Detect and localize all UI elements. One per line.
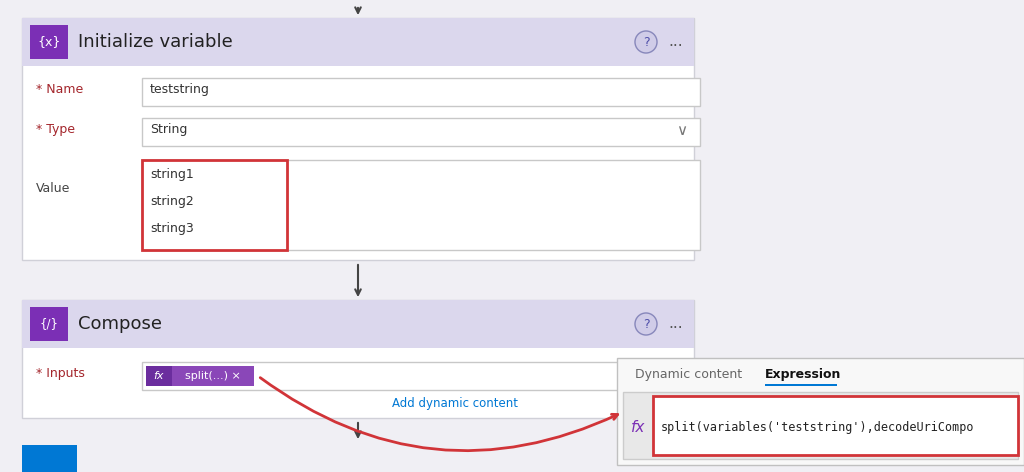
Bar	[22, 300, 694, 348]
Bar	[172, 366, 254, 386]
Text: Initialize variable: Initialize variable	[78, 33, 232, 51]
Bar	[653, 396, 1018, 455]
Text: Compose: Compose	[78, 315, 162, 333]
Bar	[142, 160, 287, 250]
Text: String: String	[150, 123, 187, 136]
Bar	[22, 445, 77, 472]
Bar	[30, 25, 68, 59]
Bar	[142, 118, 700, 146]
Text: Dynamic content: Dynamic content	[635, 368, 742, 381]
Text: Expression: Expression	[765, 368, 842, 381]
Text: Value: Value	[36, 182, 71, 195]
Text: ?: ?	[643, 35, 649, 49]
Bar	[623, 392, 1018, 459]
Text: Add dynamic content: Add dynamic content	[392, 397, 518, 410]
Bar	[22, 18, 694, 66]
Bar	[22, 18, 694, 260]
Circle shape	[635, 313, 657, 335]
Text: fx: fx	[631, 421, 645, 436]
Text: ...: ...	[669, 34, 683, 50]
Bar	[142, 362, 672, 390]
Bar	[142, 160, 700, 250]
Bar	[617, 358, 1024, 465]
Text: fx: fx	[154, 371, 164, 381]
Text: split(...) ×: split(...) ×	[185, 371, 241, 381]
Bar	[146, 366, 172, 386]
Text: {/}: {/}	[40, 318, 58, 330]
Text: string3: string3	[150, 222, 194, 235]
Text: ...: ...	[669, 317, 683, 331]
Bar	[765, 384, 837, 386]
Circle shape	[635, 31, 657, 53]
Bar	[22, 300, 694, 418]
Text: string1: string1	[150, 168, 194, 181]
Text: ∨: ∨	[677, 123, 687, 138]
Text: teststring: teststring	[150, 83, 210, 96]
Text: * Name: * Name	[36, 83, 83, 96]
Text: string2: string2	[150, 195, 194, 208]
Text: split(variables('teststring'),decodeUriCompo: split(variables('teststring'),decodeUriC…	[662, 421, 975, 435]
Text: {x}: {x}	[37, 35, 60, 49]
Bar	[142, 78, 700, 106]
Bar	[30, 307, 68, 341]
Text: ?: ?	[643, 318, 649, 330]
Text: * Inputs: * Inputs	[36, 367, 85, 380]
Text: * Type: * Type	[36, 123, 75, 136]
